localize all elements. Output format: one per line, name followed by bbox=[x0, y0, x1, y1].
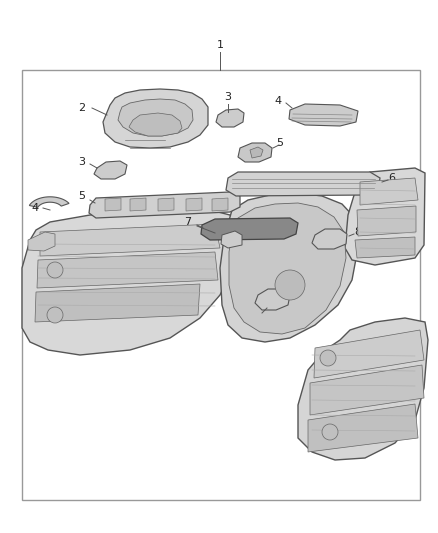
Polygon shape bbox=[308, 404, 418, 452]
Text: 2: 2 bbox=[78, 103, 85, 113]
Polygon shape bbox=[89, 192, 240, 218]
Text: 5: 5 bbox=[276, 138, 283, 148]
Text: 4: 4 bbox=[275, 96, 282, 106]
Polygon shape bbox=[298, 318, 428, 460]
Circle shape bbox=[320, 350, 336, 366]
Polygon shape bbox=[28, 232, 55, 251]
Polygon shape bbox=[40, 224, 220, 256]
Text: 1: 1 bbox=[216, 40, 223, 50]
Polygon shape bbox=[103, 89, 208, 148]
Polygon shape bbox=[216, 109, 244, 127]
Polygon shape bbox=[37, 252, 218, 288]
Text: 8: 8 bbox=[354, 227, 361, 237]
Polygon shape bbox=[255, 289, 290, 310]
Polygon shape bbox=[314, 330, 424, 378]
Polygon shape bbox=[130, 198, 146, 211]
Polygon shape bbox=[22, 210, 238, 355]
Text: 5: 5 bbox=[78, 191, 85, 201]
Polygon shape bbox=[357, 206, 416, 236]
Polygon shape bbox=[201, 218, 298, 240]
Text: 4: 4 bbox=[32, 203, 39, 213]
Polygon shape bbox=[105, 198, 121, 211]
Text: 6: 6 bbox=[389, 173, 396, 183]
Polygon shape bbox=[212, 198, 228, 211]
Polygon shape bbox=[35, 284, 200, 322]
Polygon shape bbox=[220, 193, 358, 342]
Polygon shape bbox=[94, 161, 127, 179]
Polygon shape bbox=[238, 143, 272, 162]
Polygon shape bbox=[310, 365, 424, 415]
Circle shape bbox=[322, 424, 338, 440]
Polygon shape bbox=[355, 237, 415, 258]
Polygon shape bbox=[29, 197, 69, 207]
Text: 3: 3 bbox=[225, 92, 232, 102]
Circle shape bbox=[275, 270, 305, 300]
Bar bbox=[22, 70, 420, 500]
Polygon shape bbox=[226, 172, 380, 196]
Polygon shape bbox=[158, 198, 174, 211]
Polygon shape bbox=[229, 203, 346, 334]
Polygon shape bbox=[289, 104, 358, 126]
Polygon shape bbox=[118, 99, 193, 136]
Circle shape bbox=[47, 307, 63, 323]
Polygon shape bbox=[360, 178, 418, 205]
Polygon shape bbox=[221, 231, 242, 248]
Circle shape bbox=[47, 262, 63, 278]
Polygon shape bbox=[186, 198, 202, 211]
Text: 7: 7 bbox=[184, 217, 191, 227]
Text: 3: 3 bbox=[78, 157, 85, 167]
Polygon shape bbox=[129, 113, 182, 136]
Text: 8: 8 bbox=[254, 311, 261, 321]
Polygon shape bbox=[250, 147, 263, 158]
Polygon shape bbox=[345, 168, 425, 265]
Polygon shape bbox=[312, 229, 347, 249]
